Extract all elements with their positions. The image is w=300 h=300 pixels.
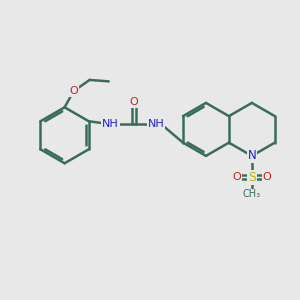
Text: O: O [69,86,78,96]
Text: S: S [248,171,256,184]
Text: CH₃: CH₃ [243,189,261,199]
Text: O: O [232,172,241,182]
Text: O: O [130,97,138,107]
Text: O: O [263,172,272,182]
Text: NH: NH [148,119,164,129]
Text: NH: NH [102,119,119,129]
Text: N: N [248,149,256,162]
